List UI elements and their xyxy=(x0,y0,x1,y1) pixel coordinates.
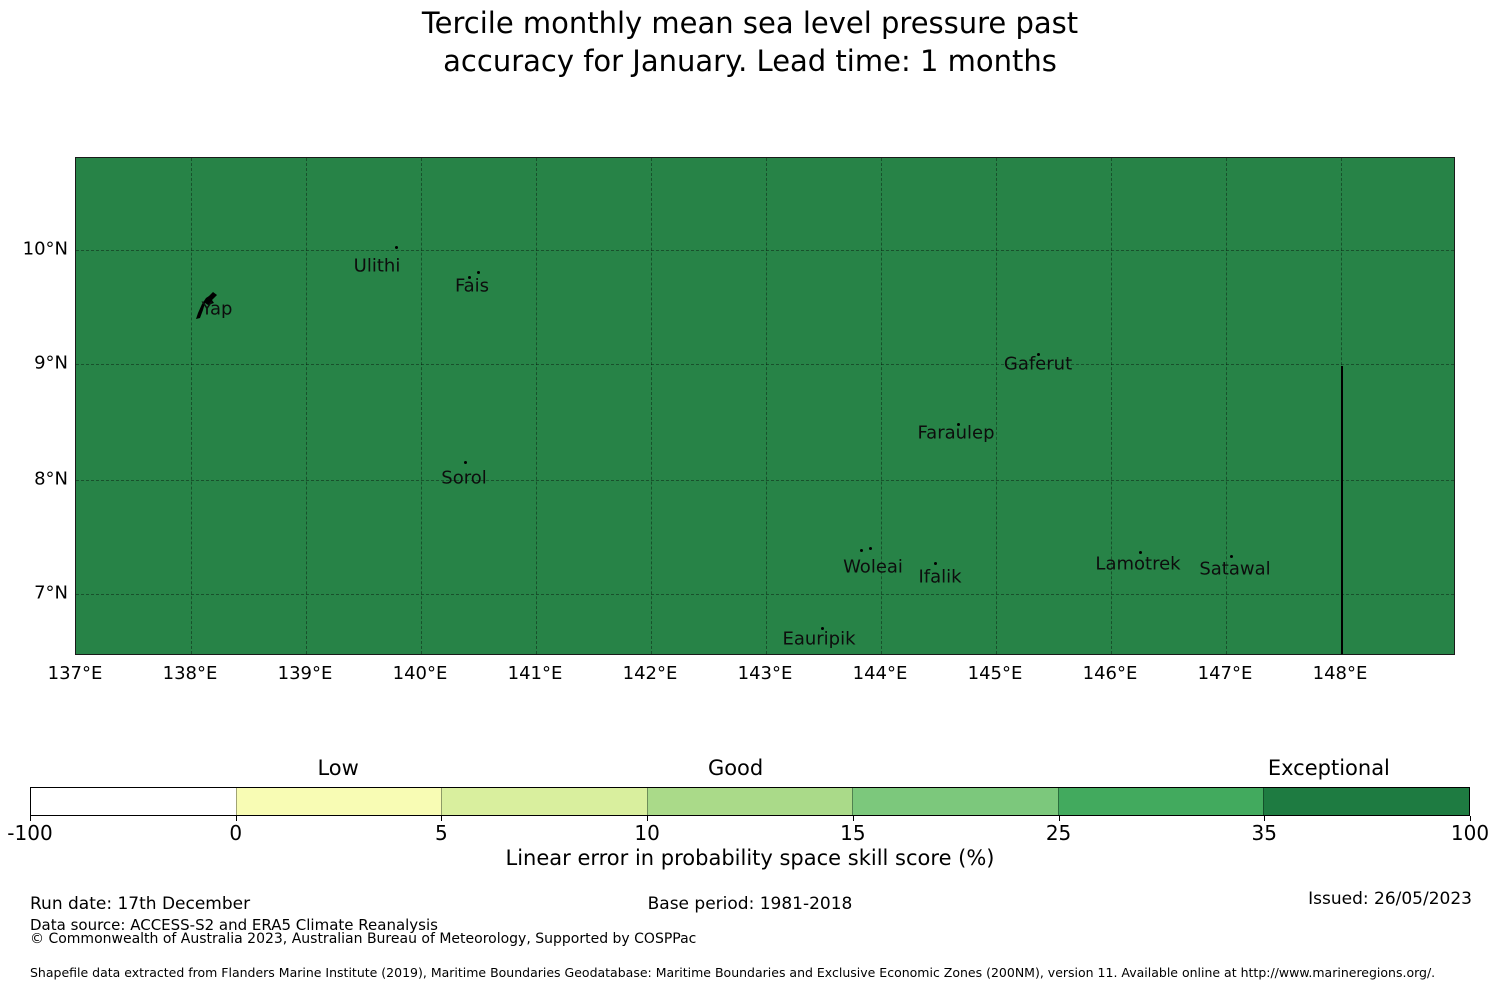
colorbar-tick-label: 35 xyxy=(1251,821,1278,845)
colorbar-tick-label: 0 xyxy=(229,821,243,845)
colorbar-tick-label: 15 xyxy=(840,821,866,845)
x-axis-tick-label: 139°E xyxy=(277,663,333,684)
colorbar-tick-label: 5 xyxy=(435,821,448,845)
meridian-gridline xyxy=(881,158,882,654)
yap-island-shape xyxy=(194,291,220,321)
meridian-gridline xyxy=(191,158,192,654)
chart-title-line1: Tercile monthly mean sea level pressure … xyxy=(421,6,1079,40)
island-marker-dot xyxy=(395,246,398,249)
colorbar-tick-mark xyxy=(441,816,443,821)
island-label: Faraulep xyxy=(917,422,995,444)
colorbar-zone-label: Exceptional xyxy=(1267,756,1390,780)
chart-title: Tercile monthly mean sea level pressure … xyxy=(0,4,1500,80)
y-axis-tick-label: 10°N xyxy=(22,238,68,260)
colorbar-tick-mark xyxy=(1264,816,1266,821)
island-label: Sorol xyxy=(441,467,487,489)
meridian-gridline xyxy=(1226,158,1227,654)
island-marker-dot xyxy=(860,549,863,552)
colorbar-tick-label: 10 xyxy=(634,821,660,845)
island-marker-dot xyxy=(477,271,480,274)
shapefile-attribution-text: Shapefile data extracted from Flanders M… xyxy=(30,965,1436,980)
island-label: Ulithi xyxy=(353,255,401,277)
island-label: Gaferut xyxy=(1003,353,1073,375)
colorbar-tick-mark xyxy=(647,816,649,821)
x-axis-tick-label: 144°E xyxy=(852,663,908,684)
island-marker-dot xyxy=(869,547,872,550)
maritime-boundary-line xyxy=(1341,366,1343,654)
parallel-gridline xyxy=(76,250,1454,251)
colorbar-segment xyxy=(646,788,853,815)
island-marker-dot xyxy=(821,627,824,630)
island-marker-dot xyxy=(1230,555,1233,558)
island-label: Eauripik xyxy=(782,628,856,650)
meridian-gridline xyxy=(536,158,537,654)
y-axis-tick-label: 7°N xyxy=(34,582,68,604)
meridian-gridline xyxy=(996,158,997,654)
base-period-text: Base period: 1981-2018 xyxy=(647,894,853,914)
colorbar-segment xyxy=(31,788,236,815)
island-label: Lamotrek xyxy=(1095,553,1181,575)
colorbar-segment xyxy=(441,788,647,815)
colorbar-tick-mark xyxy=(235,816,237,821)
island-label: Woleai xyxy=(843,556,903,578)
meridian-gridline xyxy=(421,158,422,654)
y-axis-tick-label: 8°N xyxy=(34,468,68,490)
island-label: Ifalik xyxy=(918,566,962,588)
meridian-gridline xyxy=(1111,158,1112,654)
x-axis-tick-label: 146°E xyxy=(1082,663,1138,684)
colorbar-tick-mark xyxy=(1058,816,1060,821)
parallel-gridline xyxy=(76,480,1454,481)
colorbar-zone-label: Low xyxy=(317,756,359,780)
meridian-gridline xyxy=(651,158,652,654)
colorbar-tick-label: 100 xyxy=(1450,821,1490,845)
x-axis-tick-label: 148°E xyxy=(1312,663,1368,684)
island-label: Yap xyxy=(201,298,233,320)
island-marker-dot xyxy=(957,423,960,426)
colorbar-axis-label: Linear error in probability space skill … xyxy=(505,846,995,870)
colorbar-segment xyxy=(852,788,1058,815)
meridian-gridline xyxy=(306,158,307,654)
data-source-text: Data source: ACCESS-S2 and ERA5 Climate … xyxy=(30,916,438,934)
colorbar-tick-mark xyxy=(852,816,854,821)
x-axis-tick-label: 142°E xyxy=(622,663,678,684)
island-marker-dot xyxy=(1139,551,1142,554)
colorbar-segment xyxy=(1263,788,1470,815)
meridian-gridline xyxy=(766,158,767,654)
chart-title-line2: accuracy for January. Lead time: 1 month… xyxy=(443,44,1057,78)
island-marker-dot xyxy=(1037,353,1040,356)
x-axis-tick-label: 147°E xyxy=(1197,663,1253,684)
island-marker-dot xyxy=(464,461,467,464)
island-label: Fais xyxy=(454,275,490,297)
island-marker-dot xyxy=(468,276,471,279)
colorbar-zone-label: Good xyxy=(707,756,764,780)
island-label: Satawal xyxy=(1199,558,1271,580)
x-axis-tick-label: 137°E xyxy=(47,663,103,684)
colorbar-segment xyxy=(1057,788,1264,815)
colorbar-tick-mark xyxy=(30,816,31,821)
island-marker-dot xyxy=(934,562,937,565)
parallel-gridline xyxy=(76,594,1454,595)
colorbar xyxy=(30,787,1470,816)
x-axis-tick-label: 140°E xyxy=(392,663,448,684)
x-axis-tick-label: 141°E xyxy=(507,663,563,684)
run-date-text: Run date: 17th December xyxy=(30,894,251,914)
y-axis-tick-label: 9°N xyxy=(34,352,68,374)
map-plot-area: Yap Ulithi Fais Sorol Gaferut Faraulep Woleai I… xyxy=(75,157,1455,655)
x-axis-tick-label: 138°E xyxy=(162,663,218,684)
parallel-gridline xyxy=(76,364,1454,365)
issued-date-text: Issued: 26/05/2023 xyxy=(1308,889,1472,909)
colorbar-tick-label: 25 xyxy=(1045,821,1072,845)
colorbar-segment xyxy=(235,788,442,815)
copyright-text: © Commonwealth of Australia 2023, Austra… xyxy=(30,931,697,947)
colorbar-tick-label: -100 xyxy=(7,821,53,845)
x-axis-tick-label: 143°E xyxy=(737,663,793,684)
x-axis-tick-label: 145°E xyxy=(967,663,1023,684)
colorbar-tick-mark xyxy=(1470,816,1471,821)
